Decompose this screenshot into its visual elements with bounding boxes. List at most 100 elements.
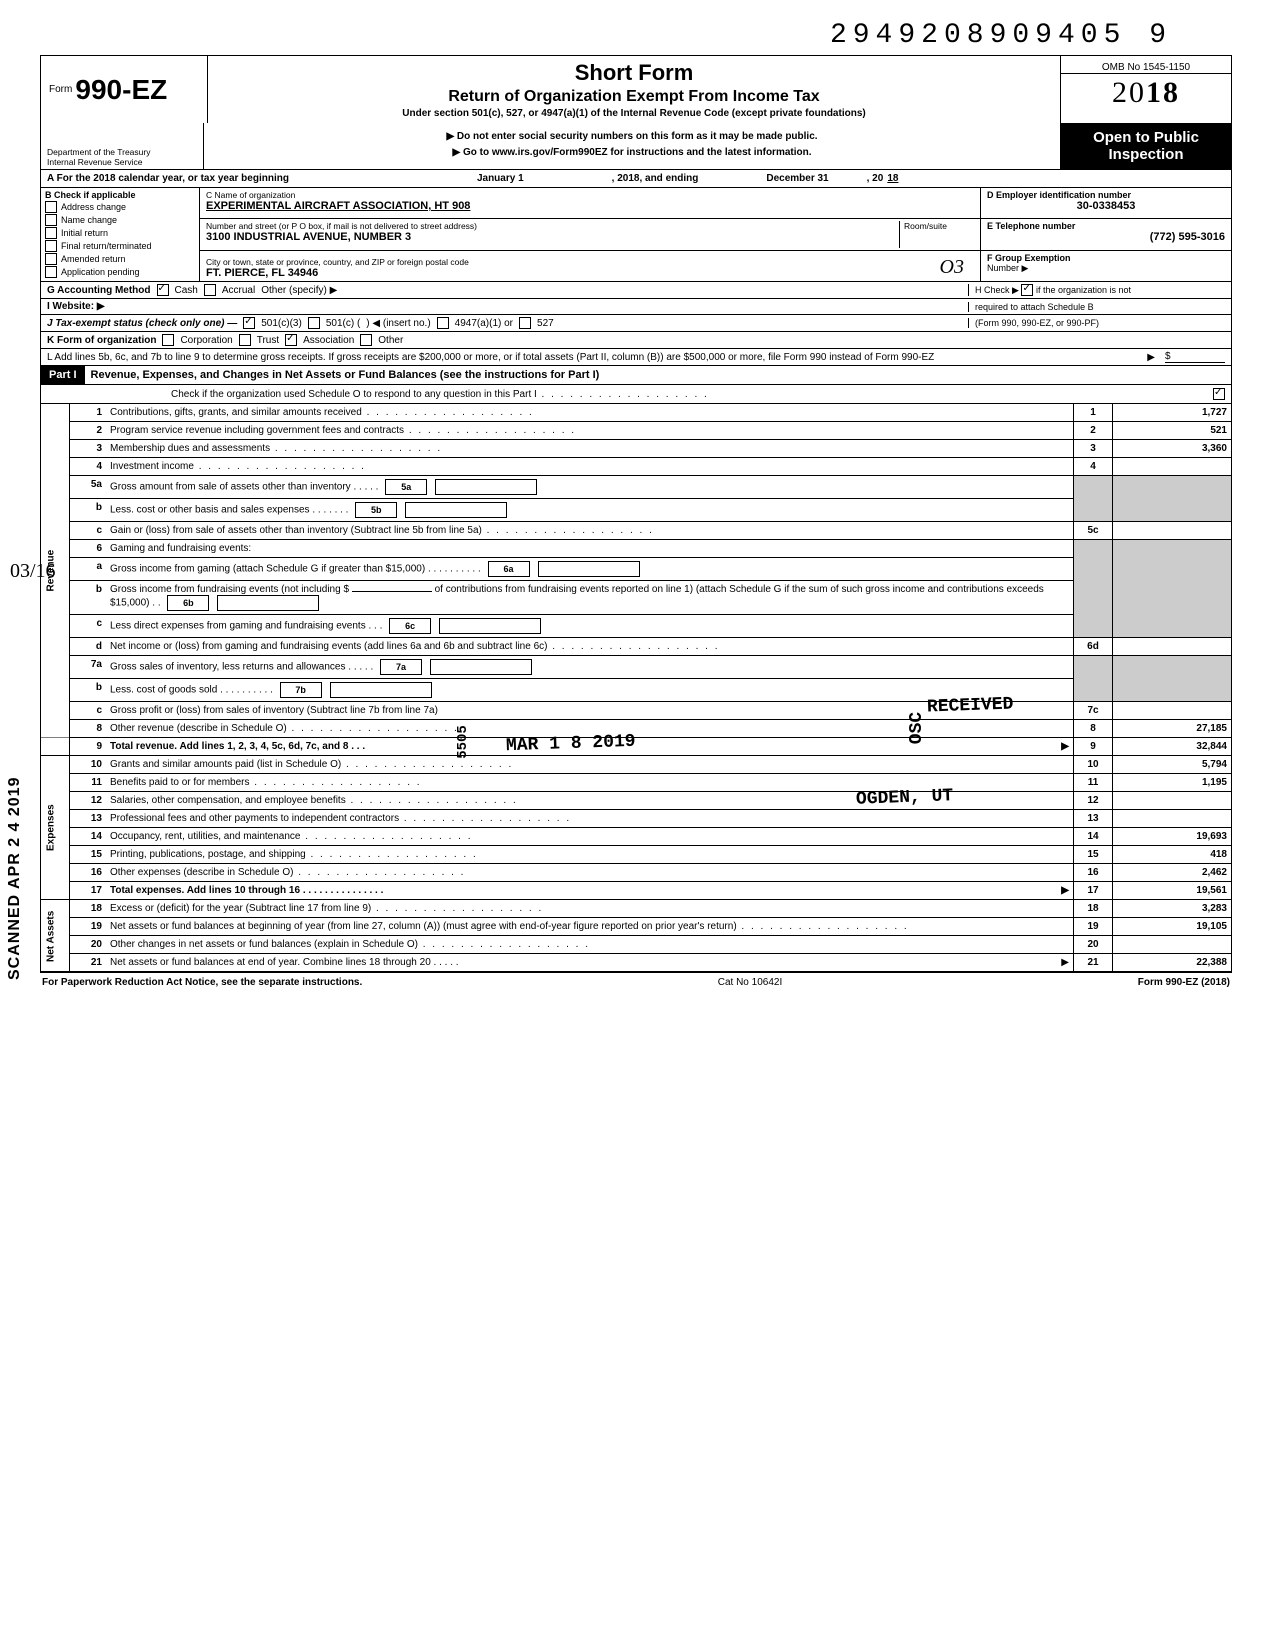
chk-corp[interactable] — [162, 334, 174, 346]
form-number-box: Form 990-EZ — [41, 56, 208, 123]
ln-10-amt: 5,794 — [1113, 756, 1232, 774]
ln-21-num: 21 — [70, 954, 107, 972]
c-city-label: City or town, state or province, country… — [206, 257, 940, 267]
ln-8-box: 8 — [1074, 720, 1113, 738]
footer-left: For Paperwork Reduction Act Notice, see … — [42, 977, 362, 988]
ln-6-num: 6 — [70, 540, 107, 558]
chk-527[interactable] — [519, 317, 531, 329]
ln-4-box: 4 — [1074, 458, 1113, 476]
chk-other-org[interactable] — [360, 334, 372, 346]
ln-6c-desc: Less direct expenses from gaming and fun… — [106, 615, 1074, 638]
b-item-0: Address change — [61, 202, 126, 212]
ln-16-box: 16 — [1074, 864, 1113, 882]
row-a-end: December 31 — [766, 173, 828, 184]
c-street-label: Number and street (or P O box, if mail i… — [206, 221, 899, 231]
ln-14-box: 14 — [1074, 828, 1113, 846]
chk-assoc[interactable] — [285, 334, 297, 346]
ln-10-desc: Grants and similar amounts paid (list in… — [106, 756, 1074, 774]
l-text: L Add lines 5b, 6c, and 7b to line 9 to … — [47, 352, 1141, 363]
ln-5b-num: b — [70, 499, 107, 522]
row-a-mid: , 2018, and ending — [612, 173, 699, 184]
row-a-start: January 1 — [477, 173, 524, 184]
l-dollar: $ — [1165, 351, 1171, 362]
b-item-2: Initial return — [61, 228, 108, 238]
ln-7a-num: 7a — [70, 656, 107, 679]
ln-1-amt: 1,727 — [1113, 404, 1232, 422]
open-inspection: Open to Public Inspection — [1060, 123, 1231, 169]
chk-application-pending[interactable] — [45, 266, 57, 278]
ln-7c-box: 7c — [1074, 702, 1113, 720]
chk-schedule-o[interactable] — [1213, 388, 1225, 400]
chk-name-change[interactable] — [45, 214, 57, 226]
ln-5c-amt — [1113, 522, 1232, 540]
ln-11-amt: 1,195 — [1113, 774, 1232, 792]
e-label: E Telephone number — [987, 221, 1225, 231]
footer-mid: Cat No 10642I — [362, 977, 1137, 988]
ln-14-desc: Occupancy, rent, utilities, and maintena… — [106, 828, 1074, 846]
ln-8-desc: Other revenue (describe in Schedule O) O… — [106, 720, 1074, 738]
ln-4-amt — [1113, 458, 1232, 476]
h-cell2: required to attach Schedule B — [968, 302, 1225, 312]
ln-5c-desc: Gain or (loss) from sale of assets other… — [106, 522, 1074, 540]
ln-9-arrow: ▶ — [1061, 741, 1069, 752]
h-text2: if the organization is not — [1036, 285, 1131, 295]
chk-final-return[interactable] — [45, 240, 57, 252]
form-title: Short Form — [216, 60, 1052, 86]
block-b-through-f: B Check if applicable Address change Nam… — [40, 188, 1232, 282]
ln-5a-num: 5a — [70, 476, 107, 499]
ln-1-box: 1 — [1074, 404, 1113, 422]
chk-initial-return[interactable] — [45, 227, 57, 239]
chk-4947[interactable] — [437, 317, 449, 329]
form-note1: ▶ Do not enter social security numbers o… — [210, 129, 1054, 145]
ln-6a-num: a — [70, 558, 107, 581]
ln-2-box: 2 — [1074, 422, 1113, 440]
org-street: 3100 INDUSTRIAL AVENUE, NUMBER 3 — [206, 231, 899, 243]
chk-amended-return[interactable] — [45, 253, 57, 265]
ln-17-arrow: ▶ — [1061, 885, 1069, 896]
row-i: I Website: ▶ required to attach Schedule… — [40, 299, 1232, 315]
phone: (772) 595-3016 — [987, 231, 1225, 243]
f-label: F Group Exemption — [987, 253, 1071, 263]
chk-accrual[interactable] — [204, 284, 216, 296]
ln-1-num: 1 — [70, 404, 107, 422]
ln-9-amt: 32,844 — [1113, 738, 1232, 756]
form-header-row2: Department of the Treasury Internal Reve… — [40, 123, 1232, 170]
ln-6d-desc: Net income or (loss) from gaming and fun… — [106, 638, 1074, 656]
k-o1: Corporation — [180, 335, 232, 346]
k-o3: Association — [303, 335, 354, 346]
ln-17-box: 17 — [1074, 882, 1113, 900]
ln-7b-num: b — [70, 679, 107, 702]
b-item-5: Application pending — [61, 267, 140, 277]
row-k: K Form of organization Corporation Trust… — [40, 332, 1232, 349]
ln-3-box: 3 — [1074, 440, 1113, 458]
side-netassets: Net Assets — [41, 900, 70, 972]
ln-6a-desc: Gross income from gaming (attach Schedul… — [106, 558, 1074, 581]
ln-7c-amt — [1113, 702, 1232, 720]
ln-19-amt: 19,105 — [1113, 918, 1232, 936]
chk-cash[interactable] — [157, 284, 169, 296]
lines-table: Revenue 1 Contributions, gifts, grants, … — [40, 404, 1232, 972]
ln-11-box: 11 — [1074, 774, 1113, 792]
chk-501c[interactable] — [308, 317, 320, 329]
b-item-1: Name change — [61, 215, 117, 225]
ln-13-num: 13 — [70, 810, 107, 828]
ln-18-desc: Excess or (deficit) for the year (Subtra… — [106, 900, 1074, 918]
j-o2: 501(c) ( — [326, 318, 360, 329]
g-accrual: Accrual — [222, 285, 255, 296]
ln-15-desc: Printing, publications, postage, and shi… — [106, 846, 1074, 864]
ln-20-amt — [1113, 936, 1232, 954]
chk-501c3[interactable] — [243, 317, 255, 329]
ln-12-desc: Salaries, other compensation, and employ… — [106, 792, 1074, 810]
h-cell3: (Form 990, 990-EZ, or 990-PF) — [968, 318, 1225, 328]
row-a-tax-year: A For the 2018 calendar year, or tax yea… — [40, 170, 1232, 188]
ln-14-amt: 19,693 — [1113, 828, 1232, 846]
ln-5a-desc: Gross amount from sale of assets other t… — [106, 476, 1074, 499]
k-label: K Form of organization — [47, 335, 156, 346]
ln-21-box: 21 — [1074, 954, 1113, 972]
form-title-box: Short Form Return of Organization Exempt… — [208, 56, 1060, 123]
chk-h[interactable] — [1021, 284, 1033, 296]
col-d: D Employer identification number 30-0338… — [981, 188, 1231, 281]
chk-trust[interactable] — [239, 334, 251, 346]
chk-address-change[interactable] — [45, 201, 57, 213]
ln-4-num: 4 — [70, 458, 107, 476]
